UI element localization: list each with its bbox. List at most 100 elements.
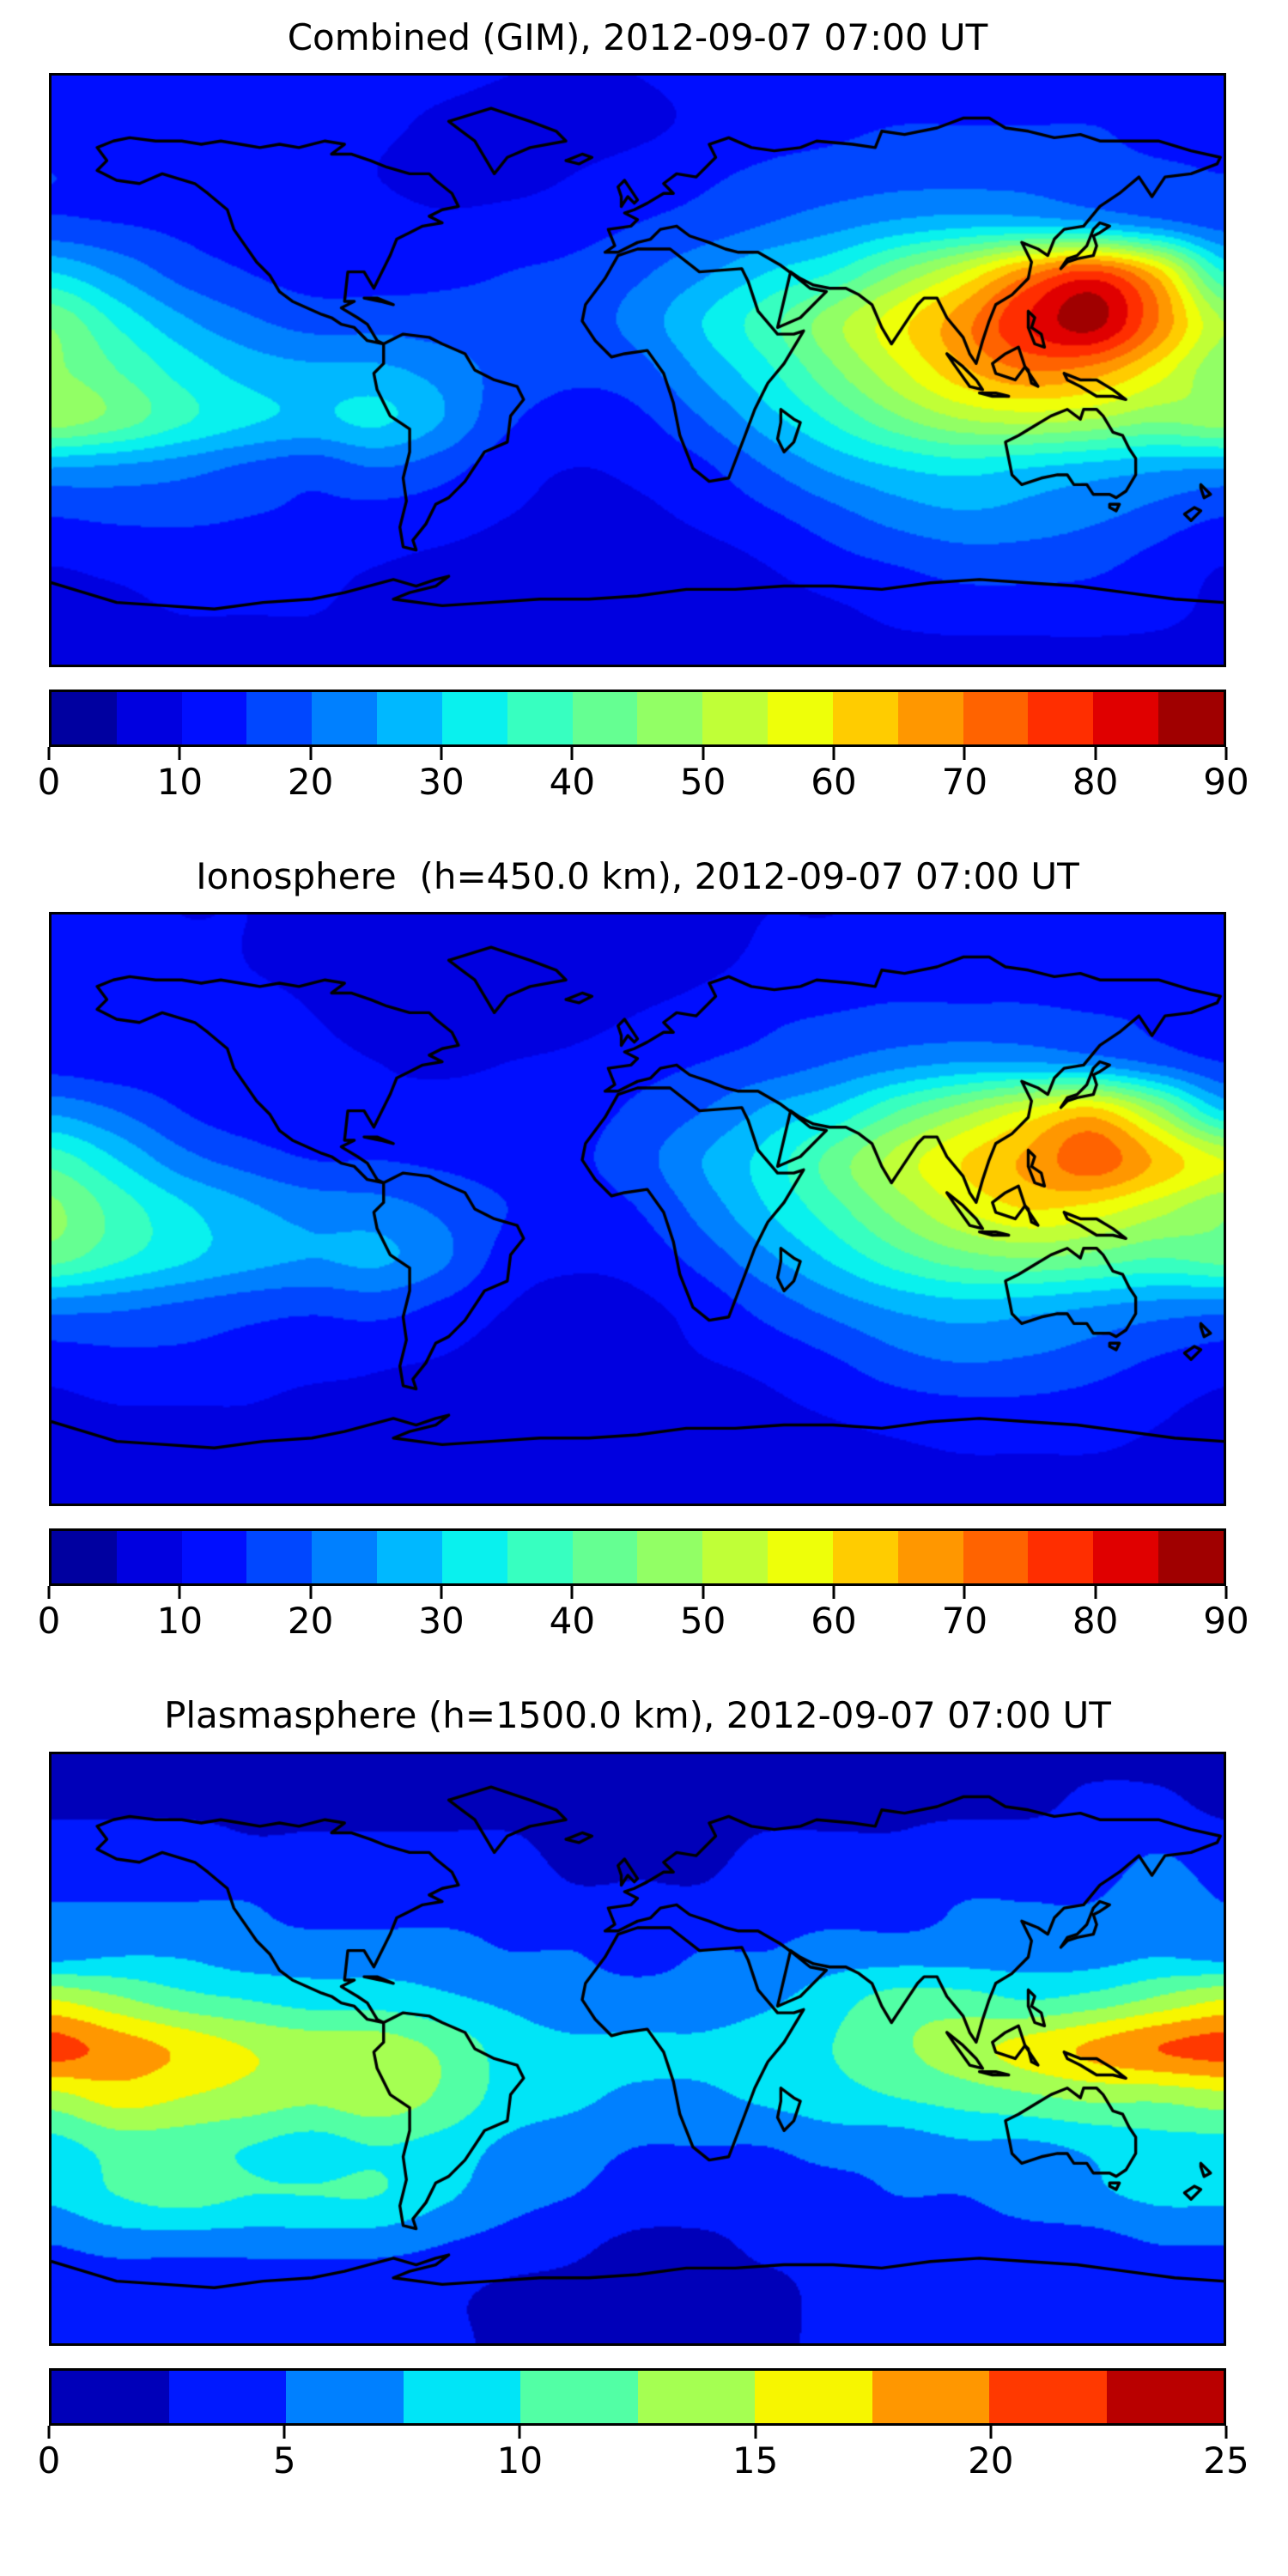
colorbar-tick-mark <box>1224 747 1228 761</box>
colorbar-combined: 0 10 20 30 40 50 60 70 80 90 <box>38 690 1249 808</box>
colorbar-tick-labels: 0 10 20 30 40 50 60 70 80 90 <box>38 761 1249 808</box>
colorbar-tick-label: 30 <box>418 761 465 804</box>
panel-combined: Combined (GIM), 2012-09-07 07:00 UT 0 10 2… <box>38 15 1249 808</box>
map-canvas-plasmasphere <box>49 1751 1226 2346</box>
colorbar-tick-label: 20 <box>287 761 334 804</box>
colorbar-segment <box>768 1531 833 1584</box>
colorbar-segment <box>963 692 1029 745</box>
colorbar-segment <box>377 692 442 745</box>
colorbar-tick-label: 50 <box>679 761 726 804</box>
colorbar-segment <box>702 692 769 745</box>
colorbar-segment <box>989 2370 1107 2423</box>
colorbar-gradient <box>49 1528 1226 1587</box>
colorbar-tick-mark <box>178 747 181 761</box>
map-canvas-combined <box>49 73 1226 668</box>
colorbar-tick-label: 40 <box>549 1600 596 1643</box>
colorbar-segment <box>403 2370 520 2423</box>
colorbar-tick-label: 10 <box>496 2439 544 2482</box>
colorbar-tick-mark <box>570 1586 574 1600</box>
colorbar-segment <box>1158 1531 1224 1584</box>
colorbar-segment <box>637 2370 755 2423</box>
colorbar-tick-mark <box>283 2425 286 2439</box>
colorbar-tick-labels: 0 10 20 30 40 50 60 70 80 90 <box>38 1600 1249 1647</box>
colorbar-tick-label: 40 <box>549 761 596 804</box>
colorbar-segment <box>52 692 117 745</box>
colorbar-tick-mark <box>989 2425 993 2439</box>
colorbar-segment <box>572 1531 638 1584</box>
colorbar-tick-mark <box>440 1586 443 1600</box>
colorbar-tick-label: 15 <box>732 2439 779 2482</box>
panel-title-combined: Combined (GIM), 2012-09-07 07:00 UT <box>287 16 988 58</box>
colorbar-tick-label: 0 <box>37 1600 61 1643</box>
colorbar-tick-mark <box>47 747 51 761</box>
colorbar-segment <box>507 692 573 745</box>
colorbar-segment <box>768 692 833 745</box>
colorbar-gradient <box>49 690 1226 748</box>
colorbar-tick-label: 60 <box>811 761 857 804</box>
colorbar-segment <box>246 692 313 745</box>
colorbar-tick-mark <box>440 747 443 761</box>
map-combined <box>49 73 1226 668</box>
colorbar-segment <box>520 2370 638 2423</box>
colorbar-segment <box>116 692 182 745</box>
colorbar-ticks <box>47 2425 1228 2439</box>
colorbar-segment <box>377 1531 442 1584</box>
colorbar-tick-mark <box>518 2425 521 2439</box>
colorbar-tick-mark <box>702 1586 705 1600</box>
panel-ionosphere: Ionosphere (h=450.0 km), 2012-09-07 07:0… <box>38 854 1249 1647</box>
colorbar-segment <box>1093 1531 1159 1584</box>
colorbar-segment <box>168 2370 286 2423</box>
colorbar-segment <box>963 1531 1029 1584</box>
colorbar-tick-mark <box>1224 2425 1228 2439</box>
colorbar-segment <box>507 1531 573 1584</box>
colorbar-tick-label: 60 <box>811 1600 857 1643</box>
colorbar-segment <box>832 692 898 745</box>
colorbar-ionosphere: 0 10 20 30 40 50 60 70 80 90 <box>38 1528 1249 1647</box>
map-plasmasphere <box>49 1751 1226 2346</box>
colorbar-segment <box>1158 692 1224 745</box>
colorbar-tick-mark <box>1224 1586 1228 1600</box>
colorbar-tick-mark <box>309 747 313 761</box>
colorbar-tick-mark <box>570 747 574 761</box>
colorbar-tick-mark <box>963 747 966 761</box>
colorbar-tick-mark <box>47 2425 51 2439</box>
colorbar-tick-label: 0 <box>37 761 61 804</box>
colorbar-segment <box>181 692 247 745</box>
colorbar-segment <box>755 2370 872 2423</box>
colorbar-segment <box>441 1531 507 1584</box>
colorbar-tick-label: 5 <box>272 2439 296 2482</box>
colorbar-tick-mark <box>832 1586 835 1600</box>
colorbar-segment <box>1028 692 1094 745</box>
colorbar-tick-mark <box>47 1586 51 1600</box>
colorbar-segment <box>181 1531 247 1584</box>
colorbar-segment <box>286 2370 404 2423</box>
colorbar-tick-label: 80 <box>1072 1600 1119 1643</box>
colorbar-tick-label: 90 <box>1203 761 1249 804</box>
map-canvas-ionosphere <box>49 912 1226 1507</box>
colorbar-segment <box>897 1531 963 1584</box>
colorbar-tick-label: 70 <box>941 761 988 804</box>
colorbar-tick-label: 70 <box>941 1600 988 1643</box>
panel-title-ionosphere: Ionosphere (h=450.0 km), 2012-09-07 07:0… <box>196 855 1079 898</box>
figure: Combined (GIM), 2012-09-07 07:00 UT 0 10 2… <box>38 15 1249 2487</box>
colorbar-segment <box>702 1531 769 1584</box>
colorbar-ticks <box>47 1586 1228 1600</box>
colorbar-segment <box>1028 1531 1094 1584</box>
colorbar-tick-label: 80 <box>1072 761 1119 804</box>
colorbar-tick-label: 25 <box>1203 2439 1249 2482</box>
colorbar-plasmasphere: 0 5 10 15 20 25 <box>38 2367 1249 2487</box>
colorbar-ticks <box>47 747 1228 761</box>
panel-plasmasphere: Plasmasphere (h=1500.0 km), 2012-09-07 0… <box>38 1693 1249 2487</box>
colorbar-segment <box>52 1531 117 1584</box>
colorbar-segment <box>1093 692 1159 745</box>
colorbar-segment <box>572 692 638 745</box>
colorbar-segment <box>246 1531 313 1584</box>
colorbar-segment <box>897 692 963 745</box>
colorbar-segment <box>441 692 507 745</box>
colorbar-segment <box>872 2370 989 2423</box>
colorbar-segment <box>52 2370 169 2423</box>
colorbar-segment <box>832 1531 898 1584</box>
colorbar-tick-mark <box>1094 1586 1097 1600</box>
colorbar-tick-label: 10 <box>156 761 204 804</box>
colorbar-tick-label: 0 <box>37 2439 61 2482</box>
